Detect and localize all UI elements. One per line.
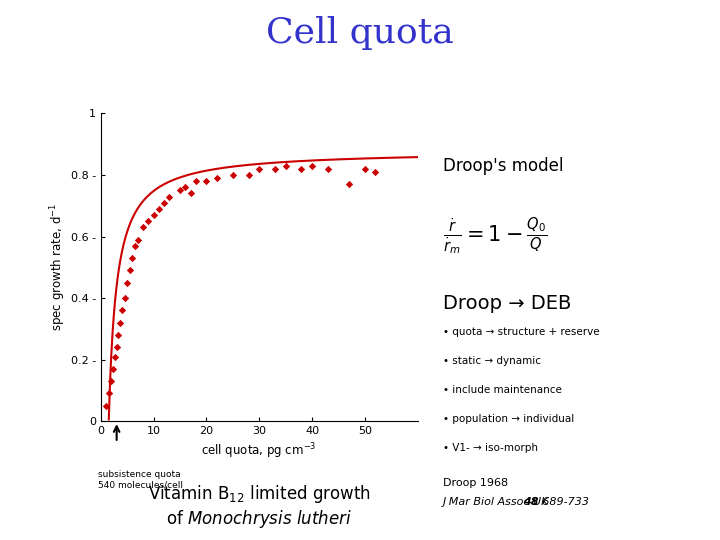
- Point: [124, 266, 135, 275]
- Point: [122, 279, 133, 287]
- Point: [253, 165, 265, 173]
- Point: [369, 167, 381, 176]
- Point: [112, 330, 124, 339]
- Point: [201, 177, 212, 185]
- Point: [116, 306, 127, 315]
- Text: Vitamin B$_{12}$ limited growth
of $\it{Monochrysis\ lutheri}$: Vitamin B$_{12}$ limited growth of $\it{…: [148, 483, 371, 530]
- Point: [190, 177, 202, 185]
- Point: [306, 161, 318, 170]
- Point: [130, 241, 141, 250]
- Point: [174, 186, 186, 195]
- Text: J Mar Biol Assoc UK: J Mar Biol Assoc UK: [443, 497, 553, 507]
- X-axis label: cell quota, pg cm$^{-3}$: cell quota, pg cm$^{-3}$: [202, 442, 317, 461]
- Text: • population → individual: • population → individual: [443, 414, 574, 424]
- Point: [107, 364, 119, 373]
- Point: [138, 223, 149, 232]
- Point: [359, 165, 371, 173]
- Text: Droop's model: Droop's model: [443, 157, 563, 174]
- Text: • static → dynamic: • static → dynamic: [443, 356, 541, 366]
- Point: [185, 189, 197, 198]
- Point: [106, 377, 117, 386]
- Point: [143, 217, 154, 226]
- Text: $\frac{\dot{r}}{\dot{r}_m} = 1 - \frac{Q_0}{Q}$: $\frac{\dot{r}}{\dot{r}_m} = 1 - \frac{Q…: [443, 216, 547, 258]
- Text: subsistence quota
540 molecules/cell: subsistence quota 540 molecules/cell: [98, 470, 183, 490]
- Point: [153, 205, 165, 213]
- Point: [163, 192, 175, 201]
- Text: • include maintenance: • include maintenance: [443, 385, 562, 395]
- Point: [296, 165, 307, 173]
- Point: [119, 294, 130, 302]
- Point: [109, 352, 121, 361]
- Text: Cell quota: Cell quota: [266, 16, 454, 50]
- Point: [322, 165, 333, 173]
- Text: Droop → DEB: Droop → DEB: [443, 294, 571, 313]
- Point: [132, 235, 143, 244]
- Point: [127, 254, 138, 262]
- Point: [243, 171, 254, 179]
- Y-axis label: spec growth rate, d$^{-1}$: spec growth rate, d$^{-1}$: [48, 203, 68, 332]
- Point: [148, 211, 159, 219]
- Point: [103, 389, 114, 398]
- Point: [179, 183, 191, 192]
- Text: • V1- → iso-morph: • V1- → iso-morph: [443, 443, 538, 454]
- Point: [343, 180, 355, 188]
- Text: Droop 1968: Droop 1968: [443, 478, 508, 488]
- Text: : 689-733: : 689-733: [535, 497, 589, 507]
- Point: [114, 319, 126, 327]
- Text: 48: 48: [523, 497, 539, 507]
- Point: [111, 343, 122, 352]
- Point: [280, 161, 292, 170]
- Point: [100, 402, 112, 410]
- Point: [158, 198, 170, 207]
- Text: • quota → structure + reserve: • quota → structure + reserve: [443, 327, 600, 337]
- Point: [211, 174, 222, 183]
- Point: [227, 171, 238, 179]
- Point: [269, 165, 281, 173]
